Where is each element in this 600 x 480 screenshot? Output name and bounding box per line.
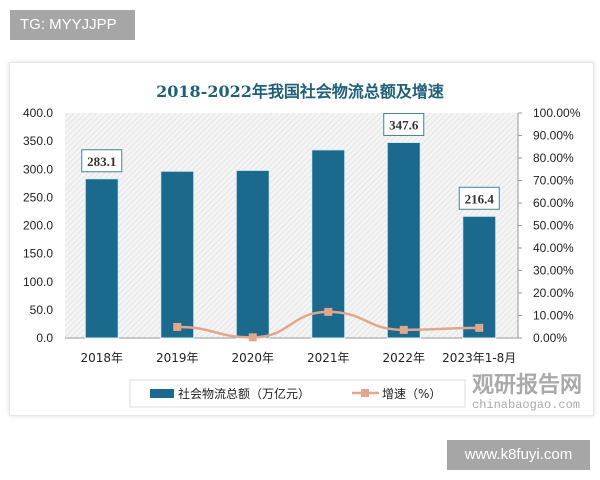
left-tick-label: 300.0 xyxy=(23,162,53,176)
left-tick-label: 350.0 xyxy=(23,134,53,148)
bottom-right-tag: www.k8fuyi.com xyxy=(447,440,590,470)
left-tick-label: 150.0 xyxy=(23,247,53,261)
left-tick-label: 50.0 xyxy=(30,303,54,317)
growth-point xyxy=(248,333,257,342)
right-tick-label: 80.00% xyxy=(533,151,574,165)
x-tick-label: 2018年 xyxy=(80,351,123,365)
left-tick-label: 400.0 xyxy=(23,106,53,120)
right-tick-label: 0.00% xyxy=(533,331,567,345)
top-left-tag: TG: MYYJJPP xyxy=(10,10,135,40)
right-tick-label: 70.00% xyxy=(533,174,574,188)
bar xyxy=(462,215,497,339)
bar xyxy=(84,178,119,339)
legend-line-marker xyxy=(361,389,369,397)
x-tick-label: 2022年 xyxy=(382,351,425,365)
right-tick-label: 20.00% xyxy=(533,286,574,300)
x-tick-label: 2023年1-8月 xyxy=(442,351,516,365)
bar xyxy=(311,149,346,339)
data-label-box xyxy=(458,186,500,210)
bar xyxy=(160,170,195,339)
right-tick-label: 10.00% xyxy=(533,309,574,323)
left-tick-label: 100.0 xyxy=(23,275,53,289)
legend-line-label: 增速（%） xyxy=(382,387,441,401)
right-tick-label: 60.00% xyxy=(533,196,574,210)
bar xyxy=(235,169,270,339)
legend-bar-label: 社会物流总额（万亿元） xyxy=(178,386,310,401)
data-label: 283.1 xyxy=(87,154,116,169)
right-tick-label: 40.00% xyxy=(533,241,574,255)
right-tick-label: 100.00% xyxy=(533,106,581,120)
bar xyxy=(386,141,421,339)
watermark-cn: 观研报告网 xyxy=(472,373,582,398)
growth-point xyxy=(324,307,333,316)
data-label: 347.6 xyxy=(389,117,419,132)
data-label-box xyxy=(81,149,123,173)
right-tick-label: 90.00% xyxy=(533,129,574,143)
right-tick-label: 30.00% xyxy=(533,264,574,278)
left-tick-label: 250.0 xyxy=(23,190,53,204)
x-tick-label: 2021年 xyxy=(307,351,350,365)
x-tick-label: 2019年 xyxy=(156,351,199,365)
left-tick-label: 0.0 xyxy=(36,331,53,345)
watermark-en: chinabaogao.com xyxy=(472,398,580,412)
x-tick-label: 2020年 xyxy=(231,351,274,365)
left-tick-label: 200.0 xyxy=(23,219,53,233)
growth-point xyxy=(173,322,182,331)
data-label-box xyxy=(383,112,425,136)
chart-title: 2018-2022年我国社会物流总额及增速 xyxy=(156,82,444,101)
watermark: 观研报告网 chinabaogao.com xyxy=(472,373,582,412)
legend: 社会物流总额（万亿元） 增速（%） xyxy=(129,379,466,408)
growth-point xyxy=(399,325,408,334)
right-tick-label: 50.00% xyxy=(533,219,574,233)
legend-box xyxy=(129,379,466,408)
legend-bar-swatch xyxy=(150,389,174,398)
plot-area xyxy=(65,113,518,338)
data-label: 216.4 xyxy=(465,191,495,206)
growth-point xyxy=(475,323,484,332)
